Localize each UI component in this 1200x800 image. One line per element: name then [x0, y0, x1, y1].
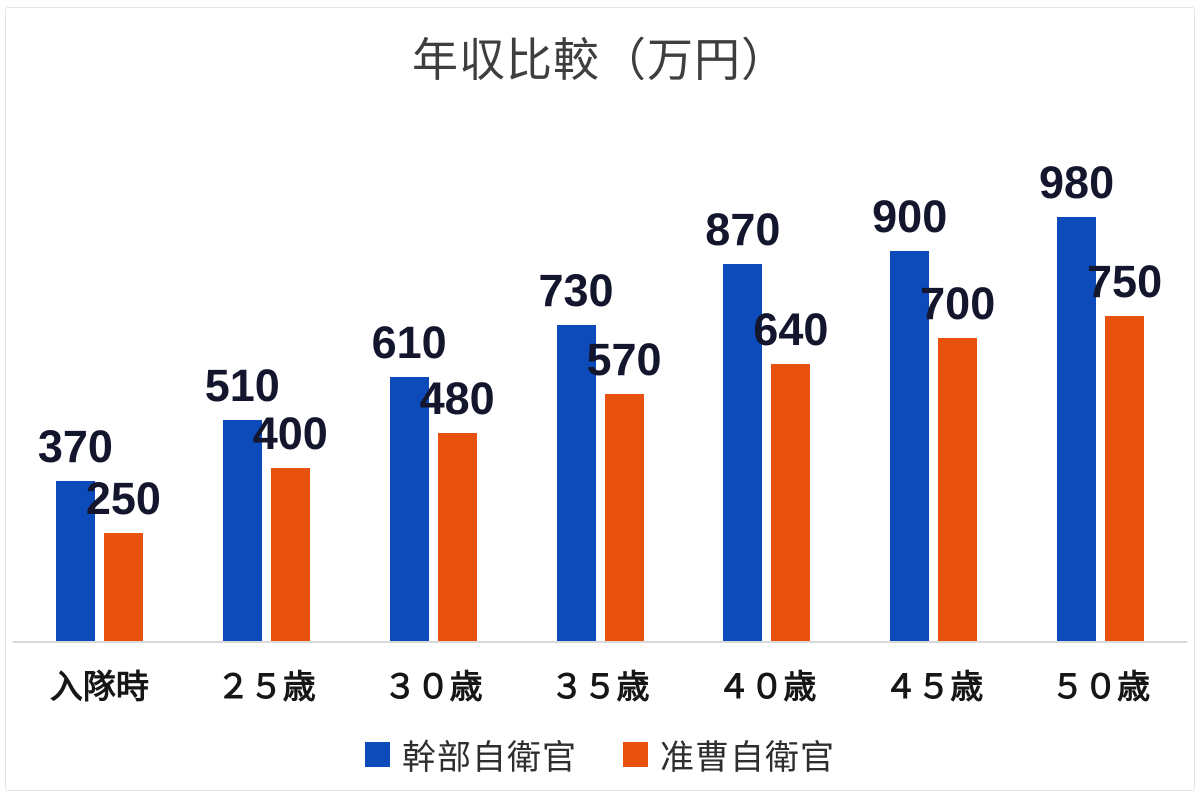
- data-label-officer: 900: [872, 191, 948, 243]
- bar-officer: [723, 264, 763, 641]
- x-axis-labels: 入隊時 ２５歳 ３０歳 ３５歳 ４０歳 ４５歳 ５０歳: [16, 660, 1184, 705]
- data-label-officer: 510: [204, 360, 280, 412]
- data-label-officer: 730: [538, 265, 614, 317]
- bar-officer: [890, 251, 930, 641]
- legend-item-officer: 幹部自衛官: [365, 730, 577, 779]
- chart-title: 年収比較（万円）: [412, 34, 788, 86]
- data-label-officer: 610: [371, 317, 447, 368]
- data-label-officer: 370: [37, 420, 113, 472]
- bar-officer: [556, 325, 596, 641]
- data-label-warrant: 700: [920, 278, 996, 330]
- legend-swatch-warrant: [623, 742, 648, 767]
- category-label: ３５歳: [550, 668, 650, 705]
- data-label-warrant: 570: [586, 334, 662, 386]
- category-label: 入隊時: [49, 668, 149, 705]
- bar-warrant: [103, 532, 143, 641]
- bar-warrant: [604, 394, 644, 641]
- category-label: ４０歳: [717, 668, 817, 705]
- x-axis-line: [13, 641, 1187, 643]
- bar-warrant: [771, 364, 811, 641]
- data-label-warrant: 750: [1087, 256, 1163, 308]
- data-label-warrant: 480: [419, 373, 495, 425]
- category-label: ３０歳: [383, 668, 483, 705]
- legend: 幹部自衛官 准曹自衛官: [0, 730, 1200, 779]
- data-label-officer: 870: [705, 204, 781, 256]
- legend-label-officer: 幹部自衛官: [402, 739, 577, 777]
- bar-warrant: [1105, 316, 1145, 641]
- data-label-warrant: 640: [753, 304, 829, 356]
- bar-warrant: [938, 338, 978, 641]
- plot-area: 370 250 510 400 610 480 730 570 870 640 900 700 980 7…: [13, 100, 1187, 643]
- bar-officer: [389, 377, 429, 641]
- bar-officer: [222, 420, 262, 641]
- data-label-warrant: 250: [85, 472, 161, 524]
- bar-officer: [55, 480, 95, 641]
- data-label-officer: 980: [1039, 156, 1115, 208]
- category-label: ４５歳: [884, 668, 984, 705]
- bar-warrant: [270, 467, 310, 641]
- bar-officer: [1057, 216, 1097, 641]
- category-label: ５０歳: [1051, 668, 1151, 705]
- category-label: ２５歳: [216, 668, 316, 705]
- bar-warrant: [437, 433, 477, 641]
- legend-label-warrant: 准曹自衛官: [660, 739, 835, 777]
- legend-swatch-officer: [365, 742, 390, 767]
- data-label-warrant: 400: [252, 407, 328, 459]
- legend-item-warrant: 准曹自衛官: [623, 730, 835, 779]
